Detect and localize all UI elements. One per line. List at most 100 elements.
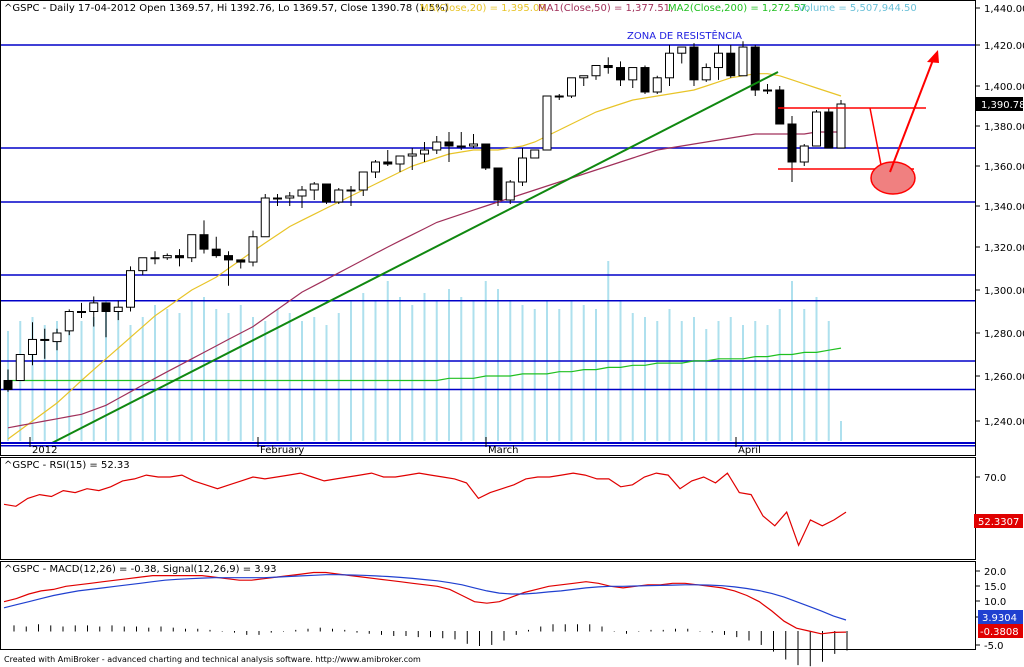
date-axis-label: 2012 [32,445,57,456]
macd-panel: 20.015.010.05.0-5.0 [3,567,1006,667]
volume-bar [141,317,144,441]
candle-up [701,67,711,81]
price-axis-label: 1,380.00 [984,122,1024,133]
volume-bar [252,317,254,441]
candle-up [40,338,50,341]
rsi-line [3,472,847,547]
volume-bar [607,261,610,441]
volume-bar [668,309,671,441]
support-resistance-levels [1,44,975,447]
volume-bar [288,313,291,441]
volume-bar [827,321,830,441]
candle-down [775,89,785,125]
ma200-legend: MA2(Close,200) = 1,272.57, [668,3,810,14]
volume-bar [276,309,279,441]
volume-bar [803,309,806,441]
volume-bar [105,301,107,441]
candle-up [113,306,123,313]
volume-bar [239,305,242,441]
volume-bar [644,317,646,441]
volume-bars [7,261,842,441]
volume-bar [521,305,524,441]
candle-up [28,338,37,356]
macd-value-tag [978,624,1023,638]
candle-down [224,255,233,261]
price-axis-label: 1,240.00 [984,417,1024,428]
rsi-panel-frame [0,457,976,560]
last-price-tag [976,97,1023,111]
candle-down [481,143,491,169]
candle-up [652,77,662,93]
candle-down [493,167,503,201]
candle-up [591,65,601,77]
volume-bar [411,305,414,441]
rsi-axis-label: 70.0 [984,473,1006,484]
volume-legend: Volume = 5,507,944.50 [798,3,917,14]
volume-bar [374,301,377,441]
candle-up [15,354,25,381]
candlesticks [3,41,846,392]
volume-bar [313,317,316,441]
volume-bar [337,313,340,441]
date-axis: 2012 February March April [1,437,975,456]
volume-bar [595,309,597,441]
candle-down [3,380,13,390]
candle-up [162,255,172,259]
candle-down [444,141,454,147]
volume-bar [766,325,769,441]
candle-up [799,145,809,163]
date-axis-label: April [738,445,761,456]
volume-bar [215,309,218,441]
candle-up [273,197,282,200]
date-axis-label: March [488,445,518,456]
price-axis: 1,440.00 1,420.00 1,400.00 1,380.00 1,360.00… [976,4,1024,428]
volume-bar [546,301,548,441]
volume-bar [533,309,536,441]
candle-up [579,75,589,79]
volume-bar [362,293,365,441]
candle-down [211,248,221,257]
volume-bar [203,297,205,441]
candle-up [187,234,197,259]
candle-up [334,189,344,203]
candle-up [677,46,687,54]
ma-line-2 [8,347,842,382]
signal-value-label: 3.9304 [982,613,1017,624]
candle-up [64,311,74,332]
volume-bar [742,325,744,441]
volume-bar [693,317,695,441]
candle-up [628,67,638,81]
volume-bar [68,313,71,441]
candle-down [750,46,760,91]
volume-bar [325,325,328,441]
candle-up [738,46,748,77]
volume-bar [717,321,720,441]
volume-bar [472,301,475,441]
candle-up [530,149,540,159]
candle-down [603,65,613,69]
rsi-value-tag [974,514,1023,528]
price-axis-label: 1,300.00 [984,286,1024,297]
macd-line [3,571,847,635]
candle-up [126,270,135,308]
candle-down [616,67,625,81]
volume-bar [166,309,169,441]
candle-up [714,52,723,69]
candle-up [346,189,356,192]
candle-up [358,171,368,191]
candle-up [505,181,515,201]
volume-bar [227,313,230,441]
candle-up [260,197,270,238]
candle-up [432,141,442,151]
candle-up [150,257,160,260]
price-panel-frame [0,0,976,456]
candle-up [248,236,258,263]
volume-bar [350,301,352,441]
volume-bar [460,297,463,441]
candle-down [322,183,331,203]
price-axis-label: 1,360.00 [984,162,1024,173]
volume-bar [31,317,34,441]
candle-up [554,95,564,98]
candle-up [407,153,417,157]
